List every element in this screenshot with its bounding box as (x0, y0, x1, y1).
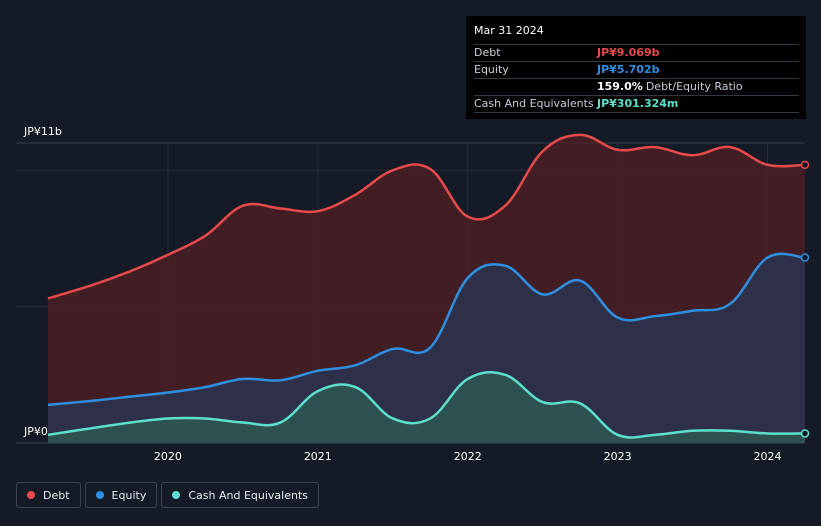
data-tooltip: Mar 31 2024 Debt JP¥9.069b Equity JP¥5.7… (466, 16, 806, 119)
tooltip-ratio-label (474, 79, 597, 95)
tooltip-ratio-value: 159.0% Debt/Equity Ratio (597, 79, 743, 95)
y-axis-bottom-label: JP¥0 (24, 425, 48, 438)
tooltip-row-debt: Debt JP¥9.069b (474, 44, 799, 61)
x-tick-label: 2023 (603, 450, 632, 463)
x-tick-label: 2024 (753, 450, 782, 463)
legend-item-cash[interactable]: Cash And Equivalents (161, 482, 319, 508)
area-equity (48, 253, 805, 443)
line-equity (47, 252, 806, 407)
legend-label-cash: Cash And Equivalents (188, 488, 308, 502)
area-cash (48, 372, 805, 443)
tooltip-date: Mar 31 2024 (474, 24, 544, 37)
tooltip-equity-label: Equity (474, 63, 509, 76)
tooltip-row-equity: Equity JP¥5.702b (474, 61, 799, 78)
series-areas (48, 134, 805, 443)
legend-dot-debt (27, 491, 35, 499)
series-lines (47, 133, 806, 439)
series-end-markers (800, 160, 810, 438)
chart-legend: Debt Equity Cash And Equivalents (16, 482, 319, 508)
tooltip-debt-value: JP¥9.069b (597, 46, 660, 59)
legend-dot-equity (95, 491, 104, 499)
tooltip-ratio-number: 159.0% (597, 80, 643, 93)
line-cash (47, 370, 806, 439)
tooltip-cash-label: Cash And Equivalents (474, 97, 594, 110)
x-tick-label: 2020 (153, 450, 182, 463)
tooltip-ratio-caption: Debt/Equity Ratio (645, 80, 743, 93)
legend-label-equity: Equity (111, 488, 147, 502)
tooltip-debt-label: Debt (474, 46, 501, 59)
line-debt (47, 133, 806, 300)
legend-label-debt: Debt (43, 488, 70, 502)
legend-dot-cash (172, 491, 181, 499)
tooltip-row-ratio: 159.0% Debt/Equity Ratio (474, 78, 799, 95)
y-axis-top-label: JP¥11b (24, 125, 62, 138)
x-tick-label: 2022 (453, 450, 482, 463)
tooltip-cash-value: JP¥301.324m (597, 97, 679, 110)
end-marker-equity (800, 253, 810, 262)
legend-item-debt[interactable]: Debt (16, 482, 81, 508)
legend-item-equity[interactable]: Equity (84, 482, 158, 508)
x-tick-label: 2021 (303, 450, 332, 463)
tooltip-equity-value: JP¥5.702b (597, 63, 660, 76)
tooltip-row-cash: Cash And Equivalents JP¥301.324m (474, 95, 799, 113)
end-marker-debt (800, 160, 810, 170)
end-marker-cash (800, 429, 810, 438)
